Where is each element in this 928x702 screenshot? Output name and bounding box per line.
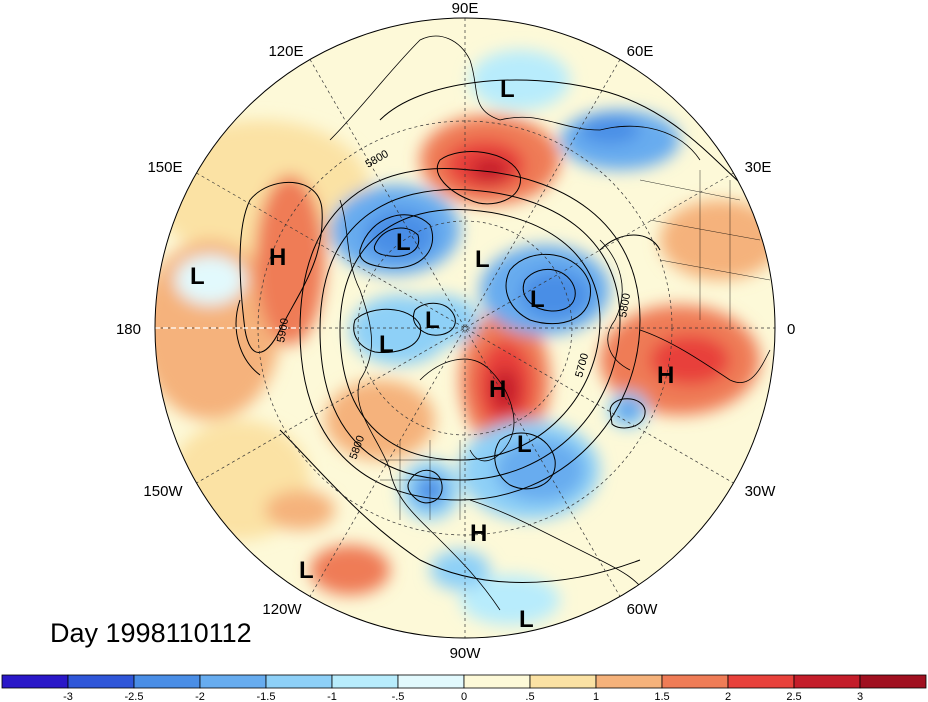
lon-label-180: 180 (116, 321, 141, 338)
lon-label-30w: 30W (745, 483, 777, 500)
lon-label-60w: 60W (627, 601, 659, 618)
colorbar-tick-label: -3 (63, 691, 73, 702)
colorbar-swatch (529, 674, 597, 689)
low-marker: L (299, 557, 314, 584)
low-marker: L (190, 263, 205, 290)
low-marker: L (425, 307, 440, 334)
colorbar-swatch (859, 674, 927, 689)
colorbar-swatch (133, 674, 201, 689)
lon-label-120e: 120E (268, 43, 303, 60)
low-marker: L (475, 246, 490, 273)
low-marker: L (500, 76, 515, 103)
day-label: Day 1998110112 (50, 618, 252, 648)
map-border (154, 17, 776, 639)
pressure-centers: L L L L L L L L L L H H H H (190, 76, 674, 633)
colorbar-swatch (595, 674, 663, 689)
low-marker: L (517, 431, 532, 458)
colorbar-tick-label: -2 (195, 691, 205, 702)
colorbar-tick-label: -.5 (392, 691, 405, 702)
anomaly-shading (155, 18, 775, 638)
colorbar-tick-label: 2 (725, 691, 731, 702)
lon-label-90e: 90E (452, 0, 479, 17)
colorbar-swatch (331, 674, 399, 689)
longitude-labels: 90E 60E 30E 0 30W 60W 90W 120W 150W 180 … (116, 0, 795, 662)
colorbar-swatch (793, 674, 861, 689)
coastlines (329, 35, 771, 611)
contour-label: 5800 (617, 292, 633, 318)
colorbar-swatch (1, 674, 69, 689)
low-marker: L (519, 606, 534, 633)
high-marker: H (657, 362, 674, 389)
contour-label: 5900 (275, 317, 291, 343)
colorbar-swatch (67, 674, 135, 689)
colorbar-tick-label: 3 (857, 691, 863, 702)
lon-label-150e: 150E (147, 159, 182, 176)
high-marker: H (269, 244, 286, 271)
colorbar-tick-label: -1 (327, 691, 337, 702)
low-marker: L (379, 331, 394, 358)
colorbar-tick-label: 2.5 (786, 691, 801, 702)
low-marker: L (530, 286, 545, 313)
lon-label-120w: 120W (262, 601, 302, 618)
colorbar-swatch (727, 674, 795, 689)
low-marker: L (396, 229, 411, 256)
height-contours (235, 79, 761, 583)
graticule (155, 18, 775, 638)
lon-label-30e: 30E (745, 159, 772, 176)
lon-label-150w: 150W (143, 483, 183, 500)
colorbar-tick-label: .5 (525, 691, 534, 702)
colorbar-swatch (397, 674, 465, 689)
lon-label-0: 0 (787, 321, 795, 338)
lon-label-90w: 90W (450, 645, 482, 662)
colorbar: -3 -2.5 -2 -1.5 -1 -.5 0 .5 1 1.5 2 2.5 3 (1, 674, 927, 702)
colorbar-swatch (463, 674, 531, 689)
colorbar-tick-label: 0 (461, 691, 467, 702)
colorbar-tick-label: -1.5 (257, 691, 276, 702)
colorbar-tick-label: 1.5 (654, 691, 669, 702)
colorbar-tick-label: -2.5 (125, 691, 144, 702)
colorbar-swatch (199, 674, 267, 689)
high-marker: H (470, 520, 487, 547)
colorbar-swatch (265, 674, 333, 689)
high-marker: H (489, 376, 506, 403)
lon-label-60e: 60E (627, 43, 654, 60)
colorbar-swatch (661, 674, 729, 689)
colorbar-tick-label: 1 (593, 691, 599, 702)
